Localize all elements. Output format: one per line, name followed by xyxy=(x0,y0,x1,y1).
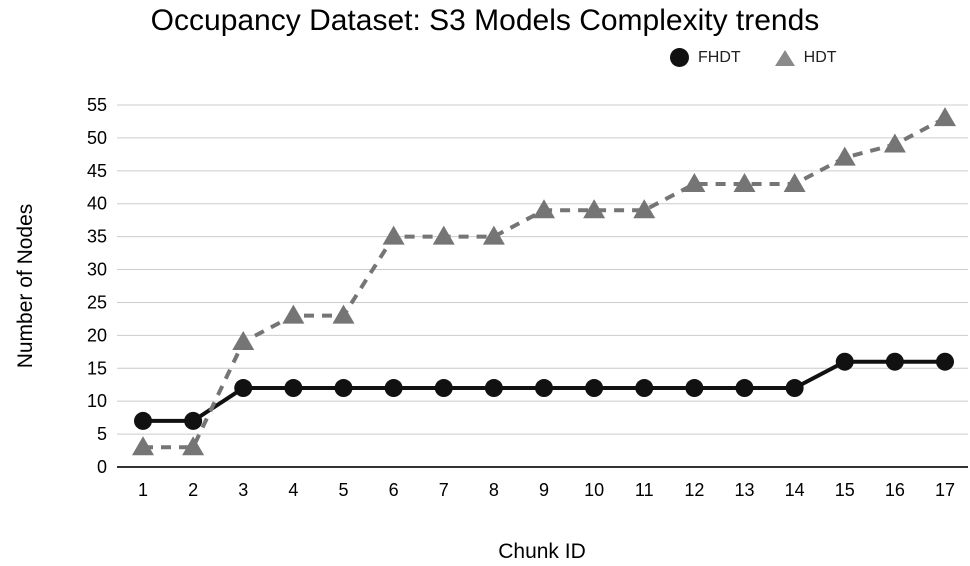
y-tick-label: 0 xyxy=(97,457,107,477)
data-point-hdt xyxy=(583,199,606,219)
data-point-fhdt xyxy=(936,352,954,371)
legend-item-hdt[interactable]: HDT xyxy=(774,48,837,67)
y-tick-label: 55 xyxy=(87,95,107,115)
data-point-fhdt xyxy=(184,411,203,430)
data-point-fhdt xyxy=(885,352,904,371)
x-tick-label: 16 xyxy=(885,480,905,500)
x-tick-label: 17 xyxy=(935,480,955,500)
x-tick-label: 1 xyxy=(138,480,148,500)
data-point-fhdt xyxy=(585,379,604,398)
x-tick-label: 12 xyxy=(684,480,704,500)
legend: FHDT HDT xyxy=(670,48,837,67)
x-tick-label: 11 xyxy=(635,480,654,500)
data-point-hdt xyxy=(934,107,956,127)
data-point-hdt xyxy=(332,304,355,324)
data-point-fhdt xyxy=(134,411,152,430)
data-point-fhdt xyxy=(635,379,654,398)
legend-label-hdt: HDT xyxy=(803,48,837,66)
x-tick-label: 10 xyxy=(584,480,604,500)
data-point-hdt xyxy=(633,199,656,219)
y-axis-title: Number of Nodes xyxy=(14,203,37,369)
legend-label-fhdt: FHDT xyxy=(698,48,741,66)
data-point-hdt xyxy=(783,172,806,192)
data-point-hdt xyxy=(833,146,856,166)
y-tick-label: 50 xyxy=(87,128,107,148)
data-point-hdt xyxy=(482,225,505,245)
data-point-fhdt xyxy=(384,379,403,398)
data-point-fhdt xyxy=(735,379,754,398)
series-line-hdt xyxy=(143,116,946,450)
x-axis-title: Chunk ID xyxy=(498,540,586,563)
x-tick-label: 15 xyxy=(835,480,855,500)
x-tick-label: 8 xyxy=(489,480,499,500)
x-tick-label: 14 xyxy=(785,480,805,500)
y-tick-label: 5 xyxy=(97,424,107,444)
data-point-hdt xyxy=(132,436,154,456)
data-point-fhdt xyxy=(334,379,353,398)
triangle-marker-icon xyxy=(774,49,795,66)
y-tick-label: 25 xyxy=(87,292,107,312)
y-tick-label: 10 xyxy=(87,391,107,411)
data-point-hdt xyxy=(382,225,405,245)
data-point-fhdt xyxy=(284,379,303,398)
data-point-hdt xyxy=(182,436,205,456)
x-tick-label: 13 xyxy=(734,480,754,500)
data-point-fhdt xyxy=(484,379,503,398)
y-tick-label: 15 xyxy=(87,358,107,378)
x-tick-label: 7 xyxy=(439,480,449,500)
x-tick-label: 2 xyxy=(188,480,198,500)
data-point-hdt xyxy=(733,172,756,192)
circle-marker-icon xyxy=(670,48,689,67)
x-tick-label: 4 xyxy=(288,480,298,500)
data-point-hdt xyxy=(883,133,906,153)
data-point-fhdt xyxy=(535,379,553,398)
x-tick-label: 3 xyxy=(238,480,248,500)
y-tick-label: 30 xyxy=(87,260,107,280)
x-tick-label: 6 xyxy=(389,480,399,500)
data-point-hdt xyxy=(533,199,555,219)
data-point-hdt xyxy=(432,225,455,245)
data-point-fhdt xyxy=(785,379,804,398)
y-tick-label: 20 xyxy=(87,325,107,345)
legend-item-fhdt[interactable]: FHDT xyxy=(670,48,741,67)
x-tick-label: 5 xyxy=(338,480,348,500)
x-tick-label: 9 xyxy=(539,480,549,500)
data-point-fhdt xyxy=(434,379,453,398)
y-tick-label: 40 xyxy=(87,194,107,214)
data-point-fhdt xyxy=(835,352,854,371)
data-point-hdt xyxy=(282,304,305,324)
data-point-fhdt xyxy=(685,379,704,398)
data-point-fhdt xyxy=(234,379,253,398)
y-tick-label: 35 xyxy=(87,227,107,247)
chart-title: Occupancy Dataset: S3 Models Complexity … xyxy=(150,4,820,37)
data-point-hdt xyxy=(683,172,706,192)
data-point-hdt xyxy=(232,330,255,350)
y-tick-label: 45 xyxy=(87,161,107,181)
